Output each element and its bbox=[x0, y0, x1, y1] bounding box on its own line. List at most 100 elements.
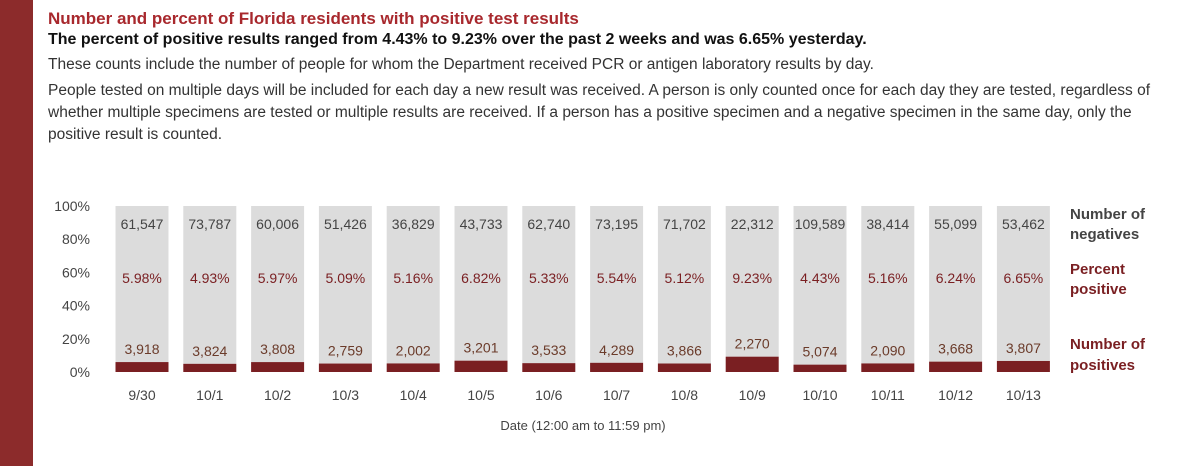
bar-positives bbox=[386, 363, 440, 372]
y-tick-label: 100% bbox=[54, 198, 90, 214]
legend-positives-line2: positives bbox=[1070, 357, 1135, 374]
bar-positives bbox=[522, 363, 576, 372]
negatives-count-label: 22,312 bbox=[731, 216, 774, 232]
percent-positive-label: 5.09% bbox=[326, 270, 366, 286]
bar-positives bbox=[996, 360, 1050, 372]
bar-positives bbox=[115, 362, 169, 372]
positives-count-label: 2,002 bbox=[396, 342, 431, 358]
legend-negatives-line1: Number of bbox=[1070, 206, 1146, 223]
x-tick-label: 9/30 bbox=[128, 387, 155, 403]
bar-positives bbox=[929, 361, 983, 372]
negatives-count-label: 38,414 bbox=[866, 216, 909, 232]
chart-title: Number and percent of Florida residents … bbox=[48, 9, 579, 28]
y-tick-label: 60% bbox=[62, 264, 90, 280]
bar-negatives bbox=[115, 206, 169, 363]
chart-subtitle: The percent of positive results ranged f… bbox=[48, 31, 867, 48]
y-tick-label: 80% bbox=[62, 231, 90, 247]
bar-positives bbox=[657, 363, 711, 372]
bar-negatives bbox=[725, 206, 779, 357]
percent-positive-label: 4.43% bbox=[800, 270, 840, 286]
legend-percent-line2: positive bbox=[1070, 281, 1127, 298]
x-tick-label: 10/10 bbox=[802, 387, 837, 403]
bar-negatives bbox=[251, 206, 305, 363]
bar-positives bbox=[861, 363, 915, 372]
negatives-count-label: 60,006 bbox=[256, 216, 299, 232]
percent-positive-label: 5.16% bbox=[393, 270, 433, 286]
positives-count-label: 4,289 bbox=[599, 342, 634, 358]
percent-positive-label: 6.82% bbox=[461, 270, 501, 286]
y-tick-label: 40% bbox=[62, 298, 90, 314]
bar-negatives bbox=[522, 206, 576, 364]
y-tick-label: 20% bbox=[62, 331, 90, 347]
description-line-1: These counts include the number of peopl… bbox=[48, 56, 874, 73]
negatives-count-label: 109,589 bbox=[795, 216, 846, 232]
percent-positive-label: 5.98% bbox=[122, 270, 162, 286]
bar-negatives bbox=[590, 206, 644, 363]
percent-positive-label: 5.54% bbox=[597, 270, 637, 286]
bar-positives bbox=[725, 356, 779, 372]
positives-count-label: 3,533 bbox=[531, 342, 566, 358]
bar-positives bbox=[318, 363, 372, 372]
bar-negatives bbox=[657, 206, 711, 364]
bar-negatives bbox=[318, 206, 372, 364]
x-tick-label: 10/1 bbox=[196, 387, 223, 403]
negatives-count-label: 71,702 bbox=[663, 216, 706, 232]
percent-positive-label: 4.93% bbox=[190, 270, 230, 286]
percent-positive-label: 5.16% bbox=[868, 270, 908, 286]
description-paragraph: People tested on multiple days will be i… bbox=[48, 82, 1151, 143]
negatives-count-label: 73,195 bbox=[595, 216, 638, 232]
positives-count-label: 2,270 bbox=[735, 336, 770, 352]
x-tick-label: 10/13 bbox=[1006, 387, 1041, 403]
x-tick-label: 10/4 bbox=[400, 387, 427, 403]
side-accent-bar bbox=[0, 0, 33, 466]
positives-count-label: 3,866 bbox=[667, 343, 702, 359]
positives-count-label: 3,807 bbox=[1006, 340, 1041, 356]
bar-negatives bbox=[793, 206, 847, 365]
bar-negatives bbox=[386, 206, 440, 364]
negatives-count-label: 43,733 bbox=[460, 216, 503, 232]
positives-count-label: 3,668 bbox=[938, 341, 973, 357]
x-tick-label: 10/7 bbox=[603, 387, 630, 403]
x-tick-label: 10/8 bbox=[671, 387, 698, 403]
positives-count-label: 3,808 bbox=[260, 341, 295, 357]
negatives-count-label: 51,426 bbox=[324, 216, 367, 232]
percent-positive-label: 5.12% bbox=[665, 270, 705, 286]
percent-positive-label: 9.23% bbox=[732, 270, 772, 286]
negatives-count-label: 55,099 bbox=[934, 216, 977, 232]
negatives-count-label: 36,829 bbox=[392, 216, 435, 232]
legend-negatives-line2: negatives bbox=[1070, 226, 1139, 243]
percent-positive-label: 6.24% bbox=[936, 270, 976, 286]
x-tick-label: 10/12 bbox=[938, 387, 973, 403]
positives-count-label: 2,759 bbox=[328, 343, 363, 359]
bar-negatives bbox=[861, 206, 915, 364]
bar-negatives bbox=[183, 206, 237, 364]
percent-positive-label: 6.65% bbox=[1004, 270, 1044, 286]
positives-count-label: 3,201 bbox=[463, 340, 498, 356]
x-tick-label: 10/5 bbox=[467, 387, 494, 403]
percent-positive-label: 5.33% bbox=[529, 270, 569, 286]
bar-positives bbox=[793, 364, 847, 372]
bar-negatives bbox=[929, 206, 983, 362]
bar-negatives bbox=[454, 206, 508, 361]
x-tick-label: 10/2 bbox=[264, 387, 291, 403]
x-axis-title: Date (12:00 am to 11:59 pm) bbox=[500, 418, 665, 433]
x-tick-label: 10/6 bbox=[535, 387, 562, 403]
percent-positive-label: 5.97% bbox=[258, 270, 298, 286]
negatives-count-label: 61,547 bbox=[121, 216, 164, 232]
negatives-count-label: 62,740 bbox=[527, 216, 570, 232]
bar-positives bbox=[183, 363, 237, 372]
bar-positives bbox=[454, 360, 508, 372]
negatives-count-label: 73,787 bbox=[188, 216, 231, 232]
negatives-count-label: 53,462 bbox=[1002, 216, 1045, 232]
bar-negatives bbox=[996, 206, 1050, 361]
positives-count-label: 2,090 bbox=[870, 342, 905, 358]
y-tick-label: 0% bbox=[70, 364, 90, 380]
x-tick-label: 10/9 bbox=[739, 387, 766, 403]
legend-positives-line1: Number of bbox=[1070, 336, 1146, 353]
bar-positives bbox=[251, 362, 305, 372]
x-tick-label: 10/11 bbox=[871, 387, 905, 403]
positives-count-label: 3,918 bbox=[124, 341, 159, 357]
legend-percent-line1: Percent bbox=[1070, 261, 1125, 278]
positives-count-label: 5,074 bbox=[802, 344, 837, 360]
